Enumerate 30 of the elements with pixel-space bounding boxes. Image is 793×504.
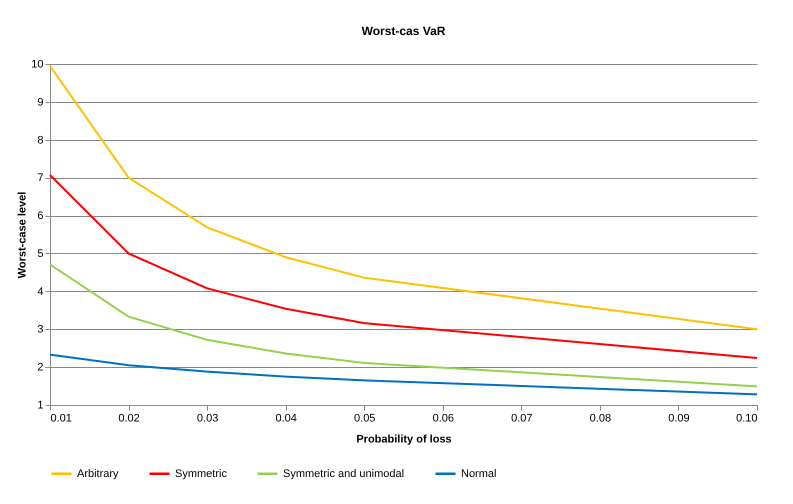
- y-tick-label: 5: [37, 248, 44, 260]
- x-tick-label: 0.09: [668, 412, 690, 424]
- line-series: [49, 263, 758, 388]
- y-tick-label: 8: [37, 134, 44, 146]
- y-tick-label: 7: [37, 172, 44, 184]
- x-tick-label: 0.01: [50, 412, 72, 424]
- x-tick-label: 0.04: [275, 412, 297, 424]
- legend-label: Normal: [461, 468, 496, 480]
- legend-label: Arbitrary: [77, 468, 120, 480]
- y-tick-label: 1: [37, 400, 44, 412]
- chart-title: Worst-cas VaR: [362, 24, 446, 38]
- y-axis-title: Worst-case level: [16, 192, 28, 278]
- x-tick-label: 0.07: [511, 412, 533, 424]
- x-axis-title: Probability of loss: [356, 434, 452, 446]
- legend-label: Symmetric: [175, 468, 228, 480]
- x-tick-label: 0.06: [432, 412, 454, 424]
- x-tick-label: 0.02: [118, 412, 140, 424]
- line-series: [49, 354, 758, 396]
- y-tick-label: 2: [37, 362, 44, 374]
- x-tick-label: 0.05: [354, 412, 376, 424]
- legend-label: Symmetric and unimodal: [283, 468, 404, 480]
- y-tick-label: 9: [37, 96, 44, 108]
- x-tick-label: 0.10: [736, 412, 758, 424]
- y-tick-label: 4: [37, 286, 44, 298]
- line-series: [49, 174, 758, 360]
- y-tick-label: 3: [37, 324, 44, 336]
- y-tick-label: 10: [31, 58, 44, 70]
- y-tick-label: 6: [37, 210, 44, 222]
- x-tick-label: 0.08: [590, 412, 612, 424]
- x-tick-label: 0.03: [196, 412, 218, 424]
